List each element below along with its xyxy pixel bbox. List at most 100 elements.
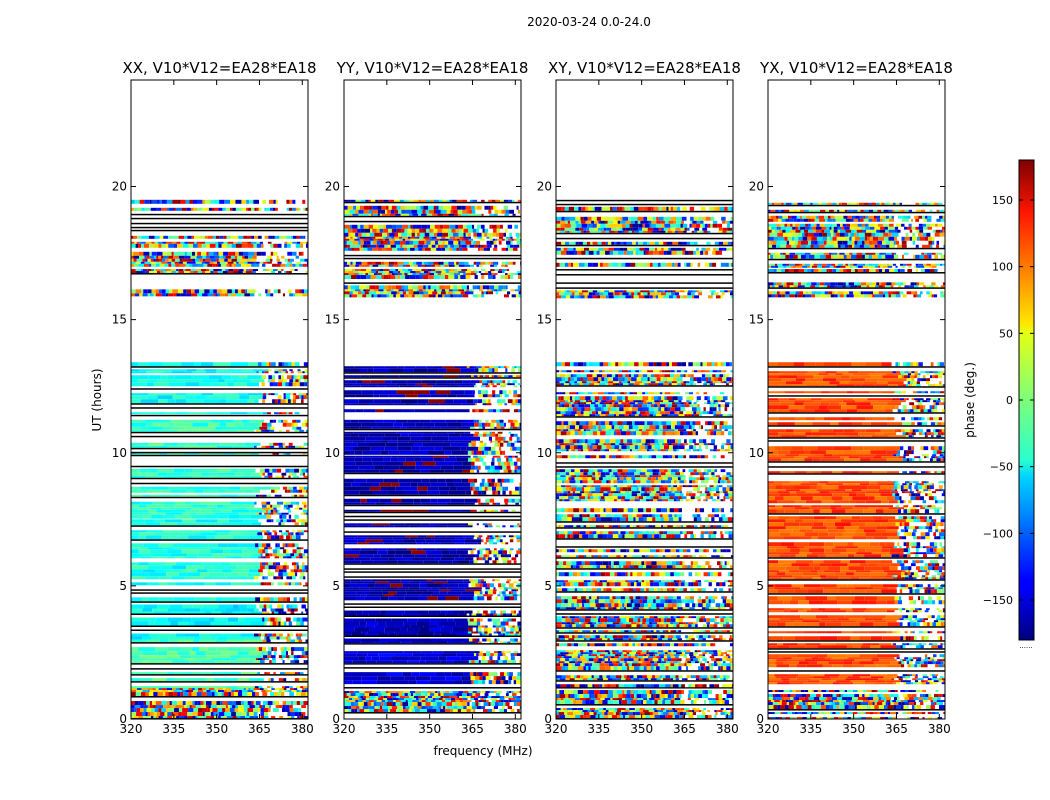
heatmap-cell [294, 507, 300, 510]
heatmap-cell [517, 465, 521, 470]
heatmap-cell [253, 701, 256, 706]
heatmap-cell [433, 294, 436, 298]
heatmap-cell [352, 698, 355, 701]
heatmap-cell [379, 426, 393, 429]
heatmap-cell [293, 486, 297, 490]
heatmap-cell [278, 678, 284, 682]
heatmap-cell [238, 261, 245, 264]
heatmap-cell [481, 490, 484, 495]
heatmap-cell [501, 375, 504, 378]
heatmap-cell [155, 261, 162, 264]
heatmap-cell [450, 698, 456, 701]
flag-line [131, 407, 308, 409]
heatmap-cell [500, 450, 503, 455]
heatmap-cell [269, 611, 272, 614]
heatmap-cell [506, 457, 509, 462]
heatmap-cell [511, 450, 517, 455]
flag-line [131, 447, 308, 450]
heatmap-cell [304, 445, 308, 448]
heatmap-cell [448, 455, 456, 458]
heatmap-cell [498, 436, 504, 441]
heatmap-cell [266, 636, 270, 640]
heatmap-cell [453, 610, 465, 614]
heatmap-cell [294, 271, 298, 274]
heatmap-cell [284, 582, 289, 586]
heatmap-cell [149, 251, 152, 256]
heatmap-cell [263, 604, 267, 609]
heatmap-cell [284, 672, 290, 675]
heatmap-cell [380, 294, 387, 298]
heatmap-cell [512, 625, 515, 628]
heatmap-cell [506, 422, 511, 427]
heatmap-cell [272, 562, 276, 566]
heatmap-cell [280, 486, 283, 490]
heatmap-cell [292, 549, 297, 554]
heatmap-cell [449, 550, 457, 555]
heatmap-cell [292, 369, 298, 372]
heatmap-cell [419, 557, 435, 561]
flag-line [131, 629, 308, 632]
heatmap-cell [275, 475, 279, 478]
heatmap-cell [249, 678, 264, 682]
heatmap-cell [383, 542, 399, 545]
heatmap-cell [165, 512, 183, 515]
heatmap-cell [303, 486, 307, 490]
heatmap-cell [213, 678, 221, 682]
heatmap-cell [396, 431, 411, 434]
heatmap-cell [517, 461, 521, 466]
heatmap-cell [492, 380, 495, 384]
heatmap-cell [136, 687, 142, 691]
heatmap-cell [288, 549, 293, 554]
heatmap-cell [417, 482, 431, 487]
heatmap-cell [219, 199, 225, 204]
heatmap-cell [461, 478, 469, 483]
heatmap-cell [229, 207, 233, 211]
heatmap-cell [435, 672, 445, 677]
heatmap-cell [494, 583, 499, 588]
heatmap-cell [432, 706, 439, 710]
heatmap-cell [456, 394, 465, 398]
heatmap-cell [142, 293, 148, 297]
heatmap-cell [495, 700, 499, 703]
heatmap-cell [511, 579, 516, 582]
heatmap-cell [298, 379, 301, 383]
heatmap-cell [358, 509, 369, 512]
heatmap-cell [476, 469, 480, 473]
heatmap-cell [172, 235, 179, 239]
heatmap-cell [304, 647, 308, 652]
heatmap-cell [516, 676, 521, 681]
heatmap-cell [143, 235, 149, 239]
heatmap-cell [192, 687, 195, 691]
heatmap-cell [517, 419, 521, 423]
heatmap-cell [208, 617, 215, 622]
heatmap-cell [206, 251, 209, 256]
heatmap-cell [474, 594, 478, 597]
heatmap-cell [472, 627, 477, 632]
heatmap-cell [497, 542, 502, 545]
heatmap-cell [488, 550, 492, 555]
heatmap-cell [280, 393, 284, 396]
heatmap-cell [197, 701, 201, 706]
heatmap-cell [265, 442, 269, 446]
heatmap-cell [306, 429, 308, 432]
heatmap-cell [145, 475, 164, 478]
flag-line [131, 589, 308, 591]
heatmap-cell [159, 705, 164, 709]
heatmap-cell [264, 207, 267, 211]
heatmap-cell [488, 621, 494, 626]
heatmap-cell [419, 660, 426, 664]
heatmap-cell [306, 489, 308, 493]
heatmap-cell [269, 419, 274, 423]
flag-line [131, 431, 308, 434]
heatmap-cell [467, 698, 471, 701]
heatmap-cell [476, 366, 482, 369]
heatmap-cell [286, 678, 291, 682]
heatmap-cell [167, 556, 176, 559]
heatmap-cell [374, 700, 377, 703]
heatmap-cell [144, 207, 151, 211]
heatmap-cell [268, 647, 272, 652]
heatmap-cell [417, 535, 427, 538]
heatmap-cell [166, 701, 170, 706]
heatmap-cell [217, 468, 231, 473]
heatmap-cell [350, 289, 355, 292]
